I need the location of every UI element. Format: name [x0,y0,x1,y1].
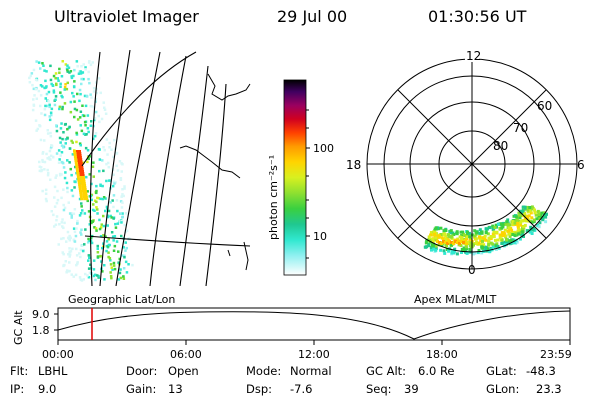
altitude-plot: 9.0 1.8 GC Alt 00:00 06:00 12:00 18:00 2… [12,307,572,361]
mlt-label-6: 6 [577,158,585,172]
colorbar: 100 10 photon cm⁻²s⁻¹ [267,79,334,276]
glon-label: GLon: [486,382,520,396]
mlat-label-80: 80 [493,139,508,153]
time-label: 01:30:56 UT [428,7,527,26]
mlat-label-60: 60 [537,99,552,113]
dsp-label: Dsp: [246,382,273,396]
geo-panel-label: Geographic Lat/Lon [68,293,175,306]
alt-y-label: GC Alt [12,310,25,345]
mlt-label-18: 18 [346,158,361,172]
ip-label: IP: [10,382,25,396]
colorbar-tick-100: 100 [313,142,334,155]
mlt-label-0: 0 [468,263,476,277]
glon-value: 23.3 [536,382,562,396]
altitude-curve [57,310,571,340]
alt-tick-9: 9.0 [32,308,50,321]
colorbar-unit-label: photon cm⁻²s⁻¹ [267,155,280,240]
door-label: Door: [126,364,158,378]
seq-label: Seq: [366,382,392,396]
geo-grid-lines [81,50,251,286]
ip-value: 9.0 [38,382,57,396]
gcalt-value: 6.0 Re [418,364,455,378]
mlat-label-70: 70 [513,121,528,135]
gain-value: 13 [168,382,183,396]
door-value: Open [168,364,199,378]
colorbar-tick-10: 10 [313,230,327,243]
gcalt-label: GC Alt: [366,364,407,378]
x-tick-0000: 00:00 [42,348,74,361]
date-label: 29 Jul 00 [277,7,348,26]
x-tick-2359: 23:59 [540,348,572,361]
alt-tick-1.8: 1.8 [32,324,50,337]
gain-label: Gain: [126,382,157,396]
geo-aurora [28,60,134,282]
mlt-label-12: 12 [466,49,481,63]
flt-label: Flt: [10,364,29,378]
glat-label: GLat: [486,364,517,378]
flt-value: LBHL [38,364,68,378]
x-tick-0600: 06:00 [170,348,202,361]
mode-label: Mode: [246,364,282,378]
polar-panel-label: Apex MLat/MLT [414,293,497,306]
x-tick-1200: 12:00 [298,348,330,361]
seq-value: 39 [404,382,419,396]
colorbar-rect [283,79,307,276]
dsp-value: -7.6 [290,382,313,396]
altitude-plot-frame [57,307,571,341]
x-tick-1800: 18:00 [426,348,458,361]
instrument-title: Ultraviolet Imager [54,7,199,26]
glat-value: -48.3 [526,364,556,378]
geo-panel [28,50,251,286]
polar-panel: 12 18 6 0 60 70 80 [346,49,585,277]
polar-grid [366,58,578,270]
mode-value: Normal [290,364,332,378]
coastline [179,73,251,271]
